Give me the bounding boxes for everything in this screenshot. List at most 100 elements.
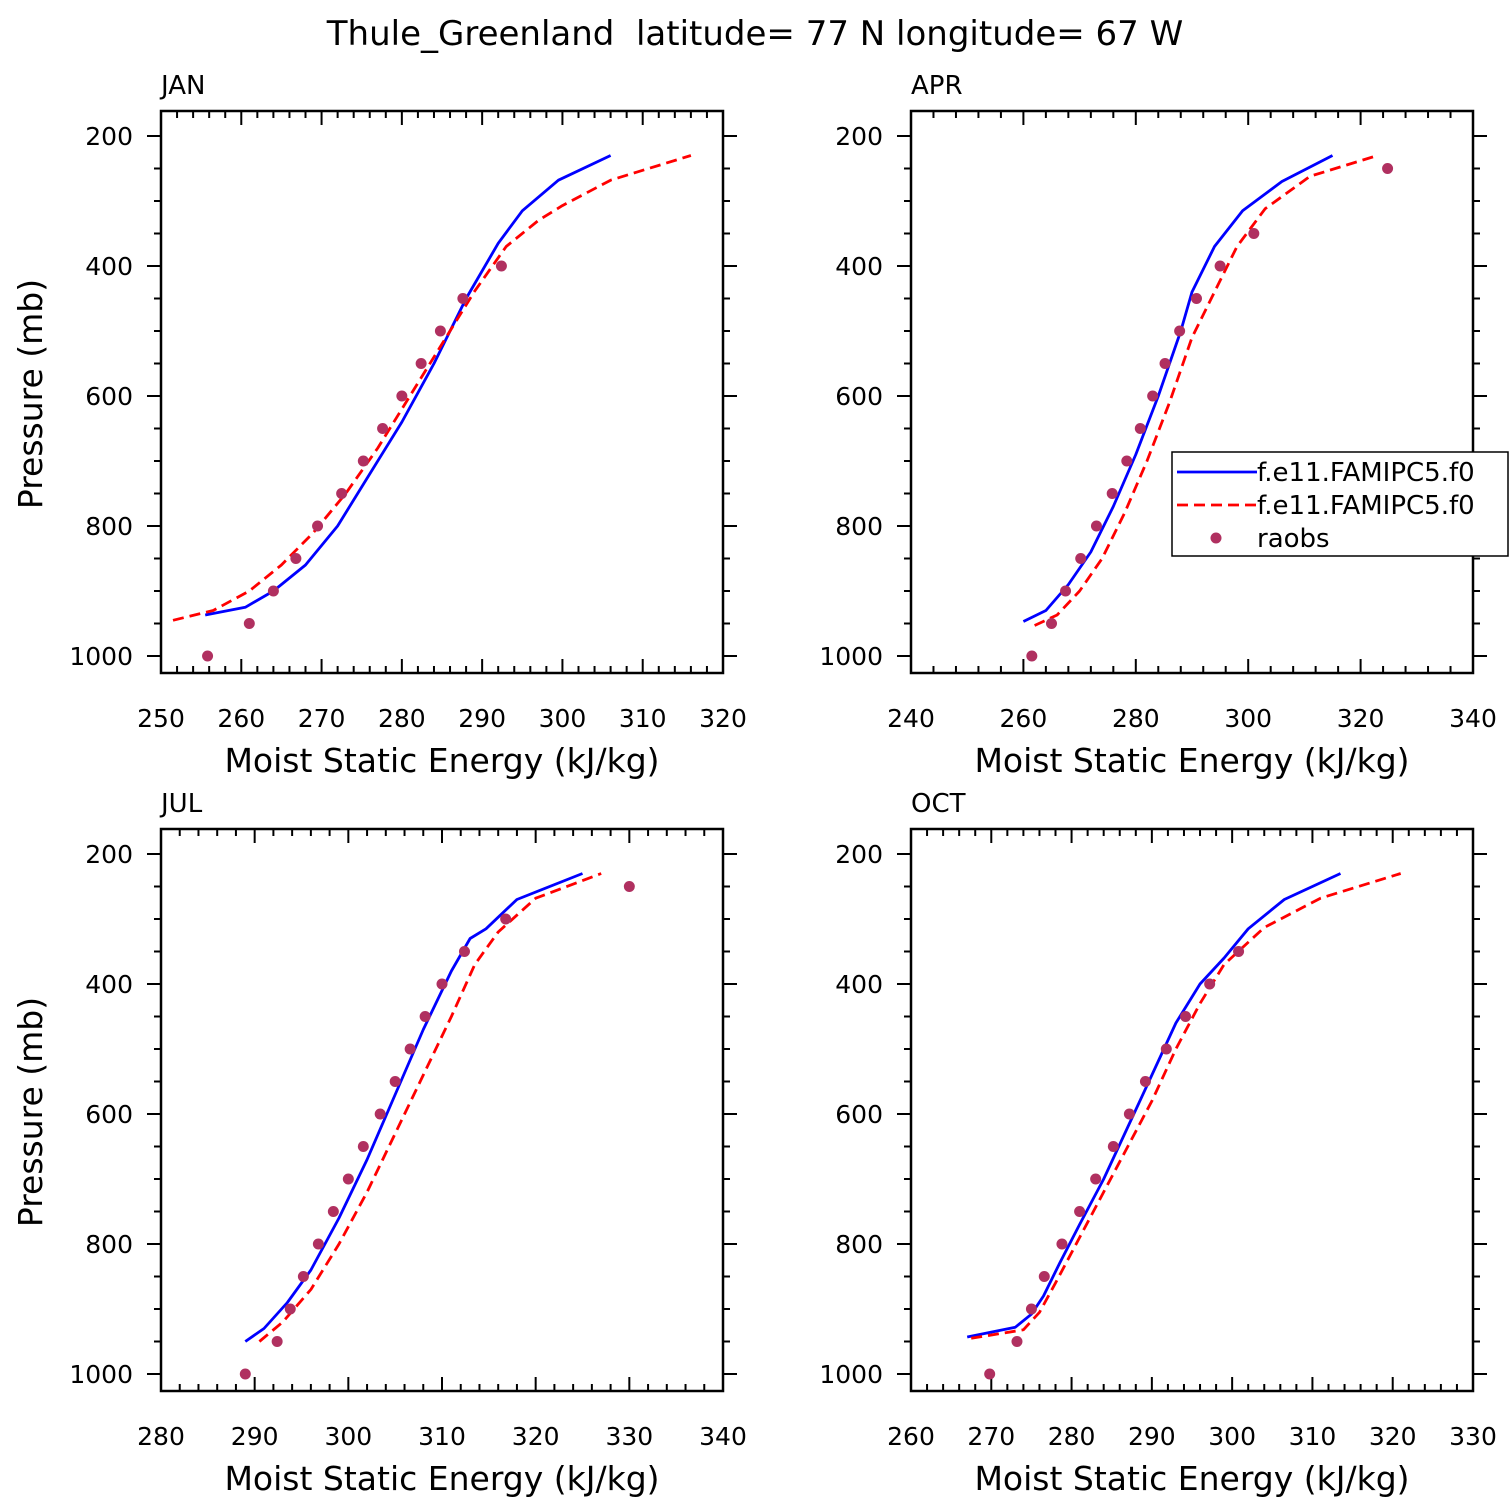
model-line-solid xyxy=(966,872,1342,1339)
y-tick-label: 600 xyxy=(835,1100,883,1129)
model-line-dashed xyxy=(1034,154,1378,627)
legend-swatch-marker xyxy=(1210,532,1222,544)
y-tick-label: 800 xyxy=(835,512,883,541)
ticks xyxy=(897,829,1487,1391)
raobs-point xyxy=(1382,163,1394,174)
x-tick-label: 250 xyxy=(137,704,185,733)
raobs-point xyxy=(1038,1271,1050,1282)
raobs-point xyxy=(1075,553,1087,564)
x-tick-label: 300 xyxy=(324,1422,372,1451)
raobs-markers xyxy=(984,946,1245,1380)
raobs-point xyxy=(312,520,324,532)
raobs-point xyxy=(1204,978,1216,990)
y-tick-label: 200 xyxy=(835,122,883,151)
raobs-point xyxy=(1174,325,1186,337)
panel-jul: JUL 280 290 300 310 320 330 340 200 400 600 800 1000… xyxy=(11,789,747,1498)
x-tick-label: 270 xyxy=(298,704,346,733)
x-tick-label: 240 xyxy=(887,704,935,733)
y-tick-label: 1000 xyxy=(819,642,883,671)
legend-label: f.e11.FAMIPC5.f0 xyxy=(1257,491,1475,521)
x-tick-label: 330 xyxy=(1449,1422,1497,1451)
plot-frame xyxy=(159,109,725,675)
x-tick-label: 310 xyxy=(418,1422,466,1451)
x-tick-label: 290 xyxy=(1128,1422,1176,1451)
raobs-point xyxy=(284,1303,296,1315)
model-line-dashed xyxy=(970,872,1402,1340)
raobs-point xyxy=(1159,358,1171,369)
x-axis-label: Moist Static Energy (kJ/kg) xyxy=(974,1459,1409,1498)
y-tick-label: 200 xyxy=(85,840,133,869)
y-tick-label: 1000 xyxy=(819,1360,883,1389)
raobs-point xyxy=(396,390,408,402)
raobs-point xyxy=(389,1076,401,1087)
raobs-point xyxy=(1190,293,1202,304)
y-axis-label: Pressure (mb) xyxy=(11,279,50,509)
raobs-point xyxy=(1074,1206,1086,1217)
y-tick-label: 600 xyxy=(85,382,133,411)
x-tick-label: 300 xyxy=(1224,704,1272,733)
x-tick-label: 280 xyxy=(1048,1422,1096,1451)
panel-apr: APR 240 260 280 300 320 340 200 400 600 800 1000 Moi… xyxy=(819,71,1496,780)
raobs-point xyxy=(1121,455,1133,467)
ticks xyxy=(147,111,737,673)
raobs-point xyxy=(623,881,635,892)
raobs-markers xyxy=(1026,163,1394,662)
raobs-point xyxy=(1056,1238,1068,1250)
raobs-point xyxy=(1123,1108,1135,1120)
x-tick-label: 290 xyxy=(458,704,506,733)
ticks xyxy=(897,111,1487,673)
raobs-point xyxy=(202,650,214,662)
y-axis-label: Pressure (mb) xyxy=(11,997,50,1227)
raobs-point xyxy=(336,488,348,499)
raobs-point xyxy=(342,1173,354,1185)
plot-frame xyxy=(909,109,1475,675)
panel-label: JUL xyxy=(159,789,203,819)
x-tick-label: 320 xyxy=(512,1422,560,1451)
x-axis-label: Moist Static Energy (kJ/kg) xyxy=(224,741,659,780)
x-tick-label: 280 xyxy=(1112,704,1160,733)
x-tick-label: 260 xyxy=(887,1422,935,1451)
model-line-solid xyxy=(1022,154,1334,623)
plot-frame xyxy=(909,827,1475,1393)
raobs-point xyxy=(297,1271,309,1282)
y-tick-label: 400 xyxy=(835,252,883,281)
model-line-dashed xyxy=(258,872,602,1343)
raobs-point xyxy=(419,1011,431,1022)
raobs-markers xyxy=(239,881,635,1380)
y-tick-label: 400 xyxy=(85,970,133,999)
raobs-point xyxy=(1011,1336,1023,1347)
raobs-point xyxy=(1214,260,1226,272)
panel-label: APR xyxy=(911,71,963,101)
raobs-point xyxy=(1025,1303,1037,1315)
raobs-point xyxy=(500,913,512,925)
raobs-point xyxy=(984,1368,996,1380)
raobs-point xyxy=(436,978,448,990)
raobs-point xyxy=(1107,1141,1119,1152)
x-tick-label: 300 xyxy=(539,704,587,733)
legend-label: raobs xyxy=(1257,524,1330,554)
raobs-point xyxy=(290,553,302,564)
y-tick-label: 200 xyxy=(85,122,133,151)
raobs-point xyxy=(1090,1173,1102,1185)
x-tick-label: 310 xyxy=(619,704,667,733)
x-tick-label: 260 xyxy=(217,704,265,733)
x-tick-label: 260 xyxy=(1000,704,1048,733)
x-tick-label: 330 xyxy=(605,1422,653,1451)
model-line-solid xyxy=(204,154,612,617)
raobs-point xyxy=(243,618,255,629)
raobs-point xyxy=(1248,228,1260,239)
x-axis-label: Moist Static Energy (kJ/kg) xyxy=(224,1459,659,1498)
y-tick-label: 1000 xyxy=(69,642,133,671)
raobs-point xyxy=(1180,1011,1192,1022)
raobs-point xyxy=(357,455,369,467)
y-tick-label: 200 xyxy=(835,840,883,869)
x-tick-label: 340 xyxy=(1449,704,1497,733)
legend-label: f.e11.FAMIPC5.f0 xyxy=(1257,458,1475,488)
y-tick-label: 1000 xyxy=(69,1360,133,1389)
raobs-point xyxy=(457,293,469,304)
raobs-point xyxy=(1147,390,1159,402)
model-line-dashed xyxy=(172,154,692,622)
y-tick-label: 400 xyxy=(835,970,883,999)
